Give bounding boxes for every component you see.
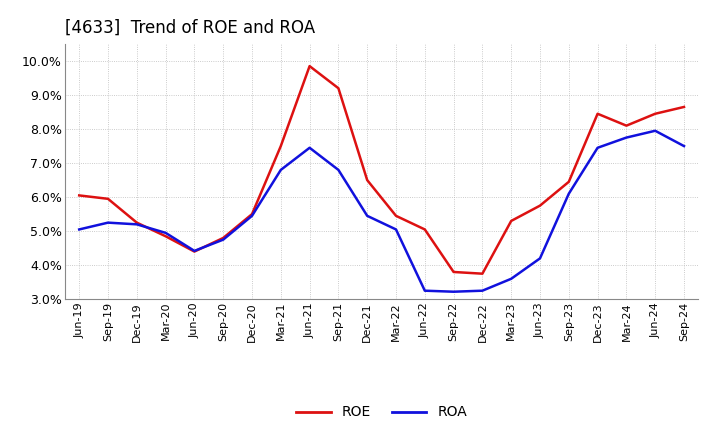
ROE [104,196,112,202]
ROA [536,256,544,261]
ROA [449,289,458,294]
ROE [478,271,487,276]
ROA [104,220,112,225]
ROE [449,269,458,275]
ROE [305,63,314,69]
ROE [564,179,573,184]
ROE [276,143,285,149]
ROE [420,227,429,232]
ROE [219,235,228,241]
ROA [478,288,487,293]
ROA [276,167,285,172]
ROA [651,128,660,133]
ROA [219,237,228,242]
ROA [680,143,688,149]
Legend: ROE, ROA: ROE, ROA [290,400,473,425]
ROA [161,230,170,235]
Text: [4633]  Trend of ROE and ROA: [4633] Trend of ROE and ROA [65,19,315,37]
ROE [161,234,170,239]
Line: ROE: ROE [79,66,684,274]
ROE [190,249,199,254]
Line: ROA: ROA [79,131,684,292]
ROA [305,145,314,150]
ROA [420,288,429,293]
ROA [334,167,343,172]
ROE [75,193,84,198]
ROA [75,227,84,232]
ROE [593,111,602,117]
ROA [132,222,141,227]
ROA [507,276,516,282]
ROE [363,177,372,183]
ROE [622,123,631,128]
ROE [507,218,516,224]
ROA [622,135,631,140]
ROA [190,248,199,253]
ROE [680,104,688,110]
ROE [334,86,343,91]
ROA [363,213,372,219]
ROE [132,220,141,225]
ROA [392,227,400,232]
ROE [248,212,256,217]
ROE [651,111,660,117]
ROE [392,213,400,219]
ROA [564,191,573,196]
ROE [536,203,544,208]
ROA [248,213,256,219]
ROA [593,145,602,150]
